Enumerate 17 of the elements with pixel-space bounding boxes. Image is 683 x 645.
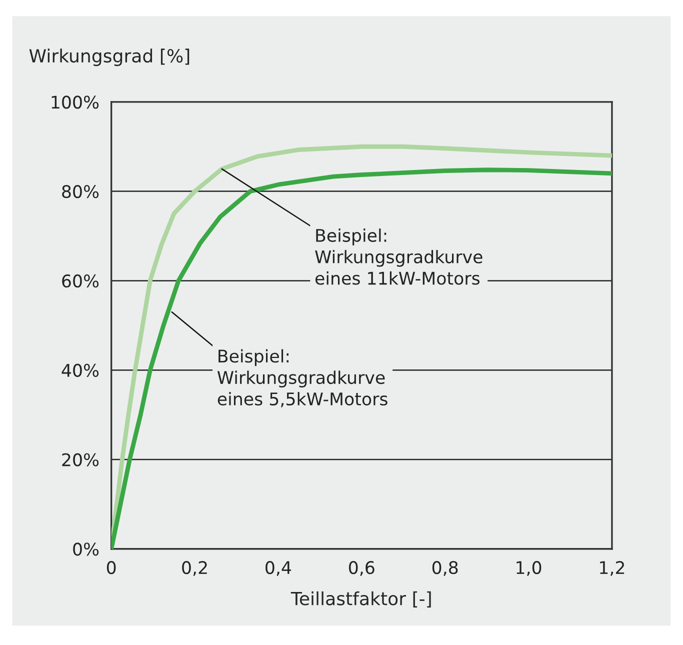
x-tick-label: 0 [106, 561, 116, 574]
x-tick-label: 1,2 [600, 561, 624, 576]
x-tick-label: 0,4 [266, 561, 292, 576]
y-tick-label: 80% [62, 185, 99, 198]
y-tick-label: 0% [73, 542, 99, 556]
x-tick-label: 0,2 [182, 561, 207, 576]
y-tick-label: 60% [62, 274, 99, 288]
annotation: Beispiel: Wirkungsgradkurve eines 5,5kW-Motors [217, 349, 388, 408]
x-tick-label: 0,6 [348, 561, 374, 576]
annotation: Beispiel: Wirkungsgradkurve eines 11kW-Motors [315, 228, 482, 285]
y-tick-label: 40% [62, 364, 99, 377]
x-tick-label: 1,0 [516, 561, 542, 576]
y-axis-title: Wirkungsgrad [%] [29, 48, 190, 66]
x-tick-label: 0,8 [432, 561, 458, 576]
x-axis-title: Teillastfaktor [-] [290, 591, 431, 608]
y-tick-label: 100% [52, 96, 99, 109]
y-tick-label: 20% [62, 453, 99, 466]
